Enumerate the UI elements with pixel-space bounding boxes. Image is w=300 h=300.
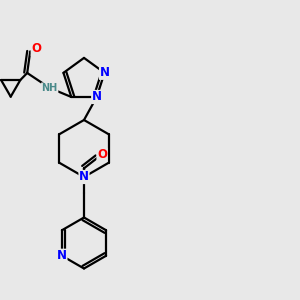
Text: N: N [57, 249, 67, 262]
Text: N: N [79, 170, 89, 184]
Text: N: N [92, 91, 102, 103]
Text: N: N [100, 66, 110, 79]
Text: O: O [97, 148, 107, 161]
Text: O: O [31, 43, 41, 56]
Text: NH: NH [42, 83, 58, 93]
